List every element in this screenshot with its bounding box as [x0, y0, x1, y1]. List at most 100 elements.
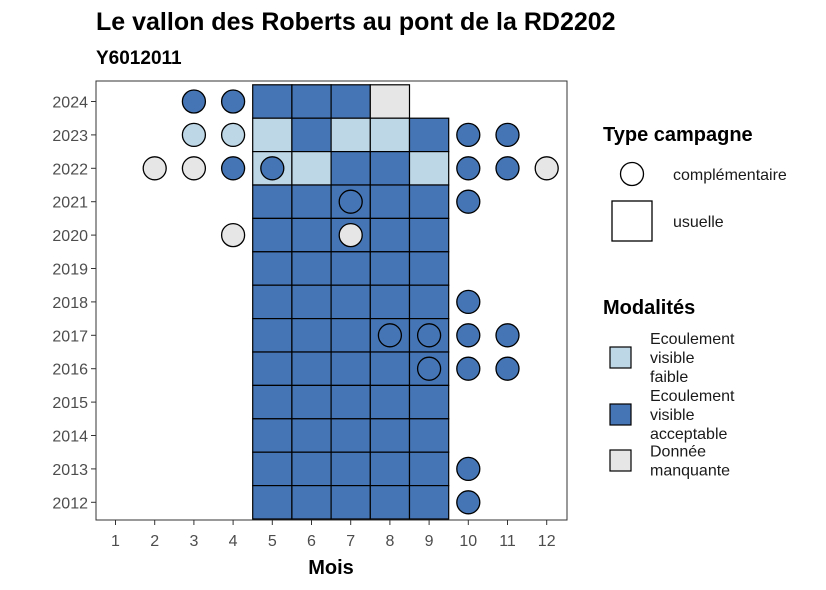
- x-axis-label: Mois: [308, 557, 354, 579]
- tile-usuelle-2013-7: [330, 451, 371, 487]
- point-complementaire-2017-11: [495, 323, 520, 348]
- tile-usuelle-2024-5: [252, 84, 293, 119]
- tile-usuelle-2023-9: [408, 117, 450, 153]
- x-tick-label: 10: [459, 533, 477, 550]
- legend-type-campagne: Type campagne complémentaire usuelle: [603, 124, 787, 242]
- x-tick-label: 5: [268, 533, 277, 550]
- point-complementaire-2021-7: [338, 189, 363, 214]
- y-tick-label: 2023: [52, 128, 88, 145]
- tile-usuelle-2015-7: [330, 384, 371, 420]
- tile-usuelle-2015-5: [252, 384, 293, 420]
- tile-usuelle-2015-9: [408, 384, 450, 420]
- plot-area: 1 2 3 4 5 6 7 8 9 10 11 122012201320142015201620172…: [52, 80, 568, 550]
- legend-label-faible: Ecoulement: [650, 331, 735, 348]
- point-complementaire-2016-9: [416, 356, 442, 381]
- y-tick-label: 2020: [52, 228, 88, 245]
- point-complementaire-2022-5: [260, 156, 285, 181]
- tile-usuelle-2020-9: [408, 217, 450, 253]
- point-complementaire-2023-10: [456, 122, 481, 148]
- tile-usuelle-2014-7: [330, 418, 371, 453]
- y-tick-label: 2021: [52, 195, 88, 212]
- point-complementaire-2016-11: [495, 356, 520, 381]
- tile-usuelle-2018-7: [330, 284, 371, 320]
- point-complementaire-2017-8: [377, 323, 403, 348]
- tile-usuelle-2016-7: [330, 351, 371, 387]
- tile-usuelle-2012-7: [330, 485, 371, 520]
- point-complementaire-2020-7: [338, 222, 363, 248]
- tile-usuelle-2019-8: [369, 251, 411, 286]
- x-tick-label: 8: [385, 533, 394, 550]
- point-complementaire-2024-3: [181, 89, 207, 114]
- legend-label-manquante: Donnée: [650, 444, 706, 461]
- point-complementaire-2018-10: [456, 289, 481, 315]
- tile-usuelle-2014-6: [291, 418, 332, 453]
- tile-usuelle-2019-5: [252, 251, 293, 286]
- legend-label-faible: visible: [650, 350, 695, 367]
- tile-usuelle-2014-5: [252, 418, 293, 453]
- legend-key-faible: [609, 346, 632, 369]
- x-tick-label: 3: [189, 533, 198, 550]
- legend-label-manquante: manquante: [650, 463, 730, 480]
- point-complementaire-2022-11: [495, 156, 520, 181]
- point-complementaire-2017-10: [456, 323, 481, 348]
- x-tick-label: 11: [499, 533, 516, 550]
- chart-subtitle: Y6012011: [96, 48, 182, 69]
- tile-usuelle-2019-7: [330, 251, 371, 286]
- tile-usuelle-2022-6: [291, 151, 332, 186]
- legend-usuelle-label: usuelle: [673, 214, 724, 231]
- tile-usuelle-2015-8: [369, 384, 411, 420]
- legend-complementaire-label: complémentaire: [673, 167, 787, 184]
- point-complementaire-2013-10: [456, 456, 481, 482]
- point-complementaire-2022-3: [181, 156, 207, 181]
- tile-usuelle-2018-5: [252, 284, 293, 320]
- x-tick-label: 1: [111, 533, 120, 550]
- point-complementaire-2022-4: [220, 156, 246, 181]
- point-complementaire-2022-10: [456, 156, 481, 181]
- point-complementaire-2021-10: [456, 189, 481, 214]
- tile-usuelle-2022-7: [330, 151, 371, 186]
- legend-label-faible: faible: [650, 369, 688, 386]
- legend-circle-key: [619, 161, 645, 187]
- tile-usuelle-2017-5: [252, 318, 293, 353]
- point-complementaire-2016-10: [456, 356, 481, 381]
- tile-usuelle-2023-7: [330, 117, 371, 153]
- tile-usuelle-2016-6: [291, 351, 332, 387]
- tile-usuelle-2016-5: [252, 351, 293, 387]
- y-tick-label: 2022: [52, 161, 88, 178]
- legend-label-acceptable: acceptable: [650, 426, 727, 443]
- y-tick-label: 2012: [52, 495, 88, 512]
- tile-usuelle-2013-5: [252, 451, 293, 487]
- legend-type-title: Type campagne: [603, 124, 753, 146]
- y-tick-label: 2024: [52, 95, 88, 112]
- chart-title: Le vallon des Roberts au pont de la RD22…: [96, 8, 616, 36]
- legend-square-key: [611, 200, 653, 242]
- tile-usuelle-2020-6: [291, 217, 332, 253]
- tile-usuelle-2014-8: [369, 418, 411, 453]
- tile-usuelle-2024-8: [369, 84, 411, 119]
- x-tick-label: 6: [307, 533, 316, 550]
- tile-usuelle-2023-5: [252, 117, 293, 153]
- tile-usuelle-2013-6: [291, 451, 332, 487]
- tile-usuelle-2020-5: [252, 217, 293, 253]
- tile-usuelle-2023-6: [291, 117, 332, 153]
- tile-usuelle-2021-6: [291, 184, 332, 220]
- point-complementaire-2017-9: [416, 323, 442, 348]
- tile-usuelle-2012-5: [252, 485, 293, 520]
- tile-usuelle-2024-7: [330, 84, 371, 119]
- y-tick-label: 2017: [52, 328, 88, 345]
- y-tick-label: 2014: [52, 429, 88, 446]
- tile-usuelle-2017-7: [330, 318, 371, 353]
- tile-usuelle-2014-9: [408, 418, 450, 453]
- tile-usuelle-2022-9: [408, 151, 450, 186]
- y-tick-label: 2016: [52, 362, 88, 379]
- point-complementaire-2023-3: [181, 122, 207, 148]
- point-complementaire-2020-4: [220, 222, 246, 248]
- tile-usuelle-2023-8: [369, 117, 411, 153]
- tile-usuelle-2013-9: [408, 451, 450, 487]
- tile-usuelle-2017-6: [291, 318, 332, 353]
- point-complementaire-2023-4: [220, 122, 246, 148]
- legend-key-acceptable: [609, 403, 632, 426]
- point-complementaire-2022-2: [142, 156, 167, 181]
- tile-usuelle-2021-5: [252, 184, 293, 220]
